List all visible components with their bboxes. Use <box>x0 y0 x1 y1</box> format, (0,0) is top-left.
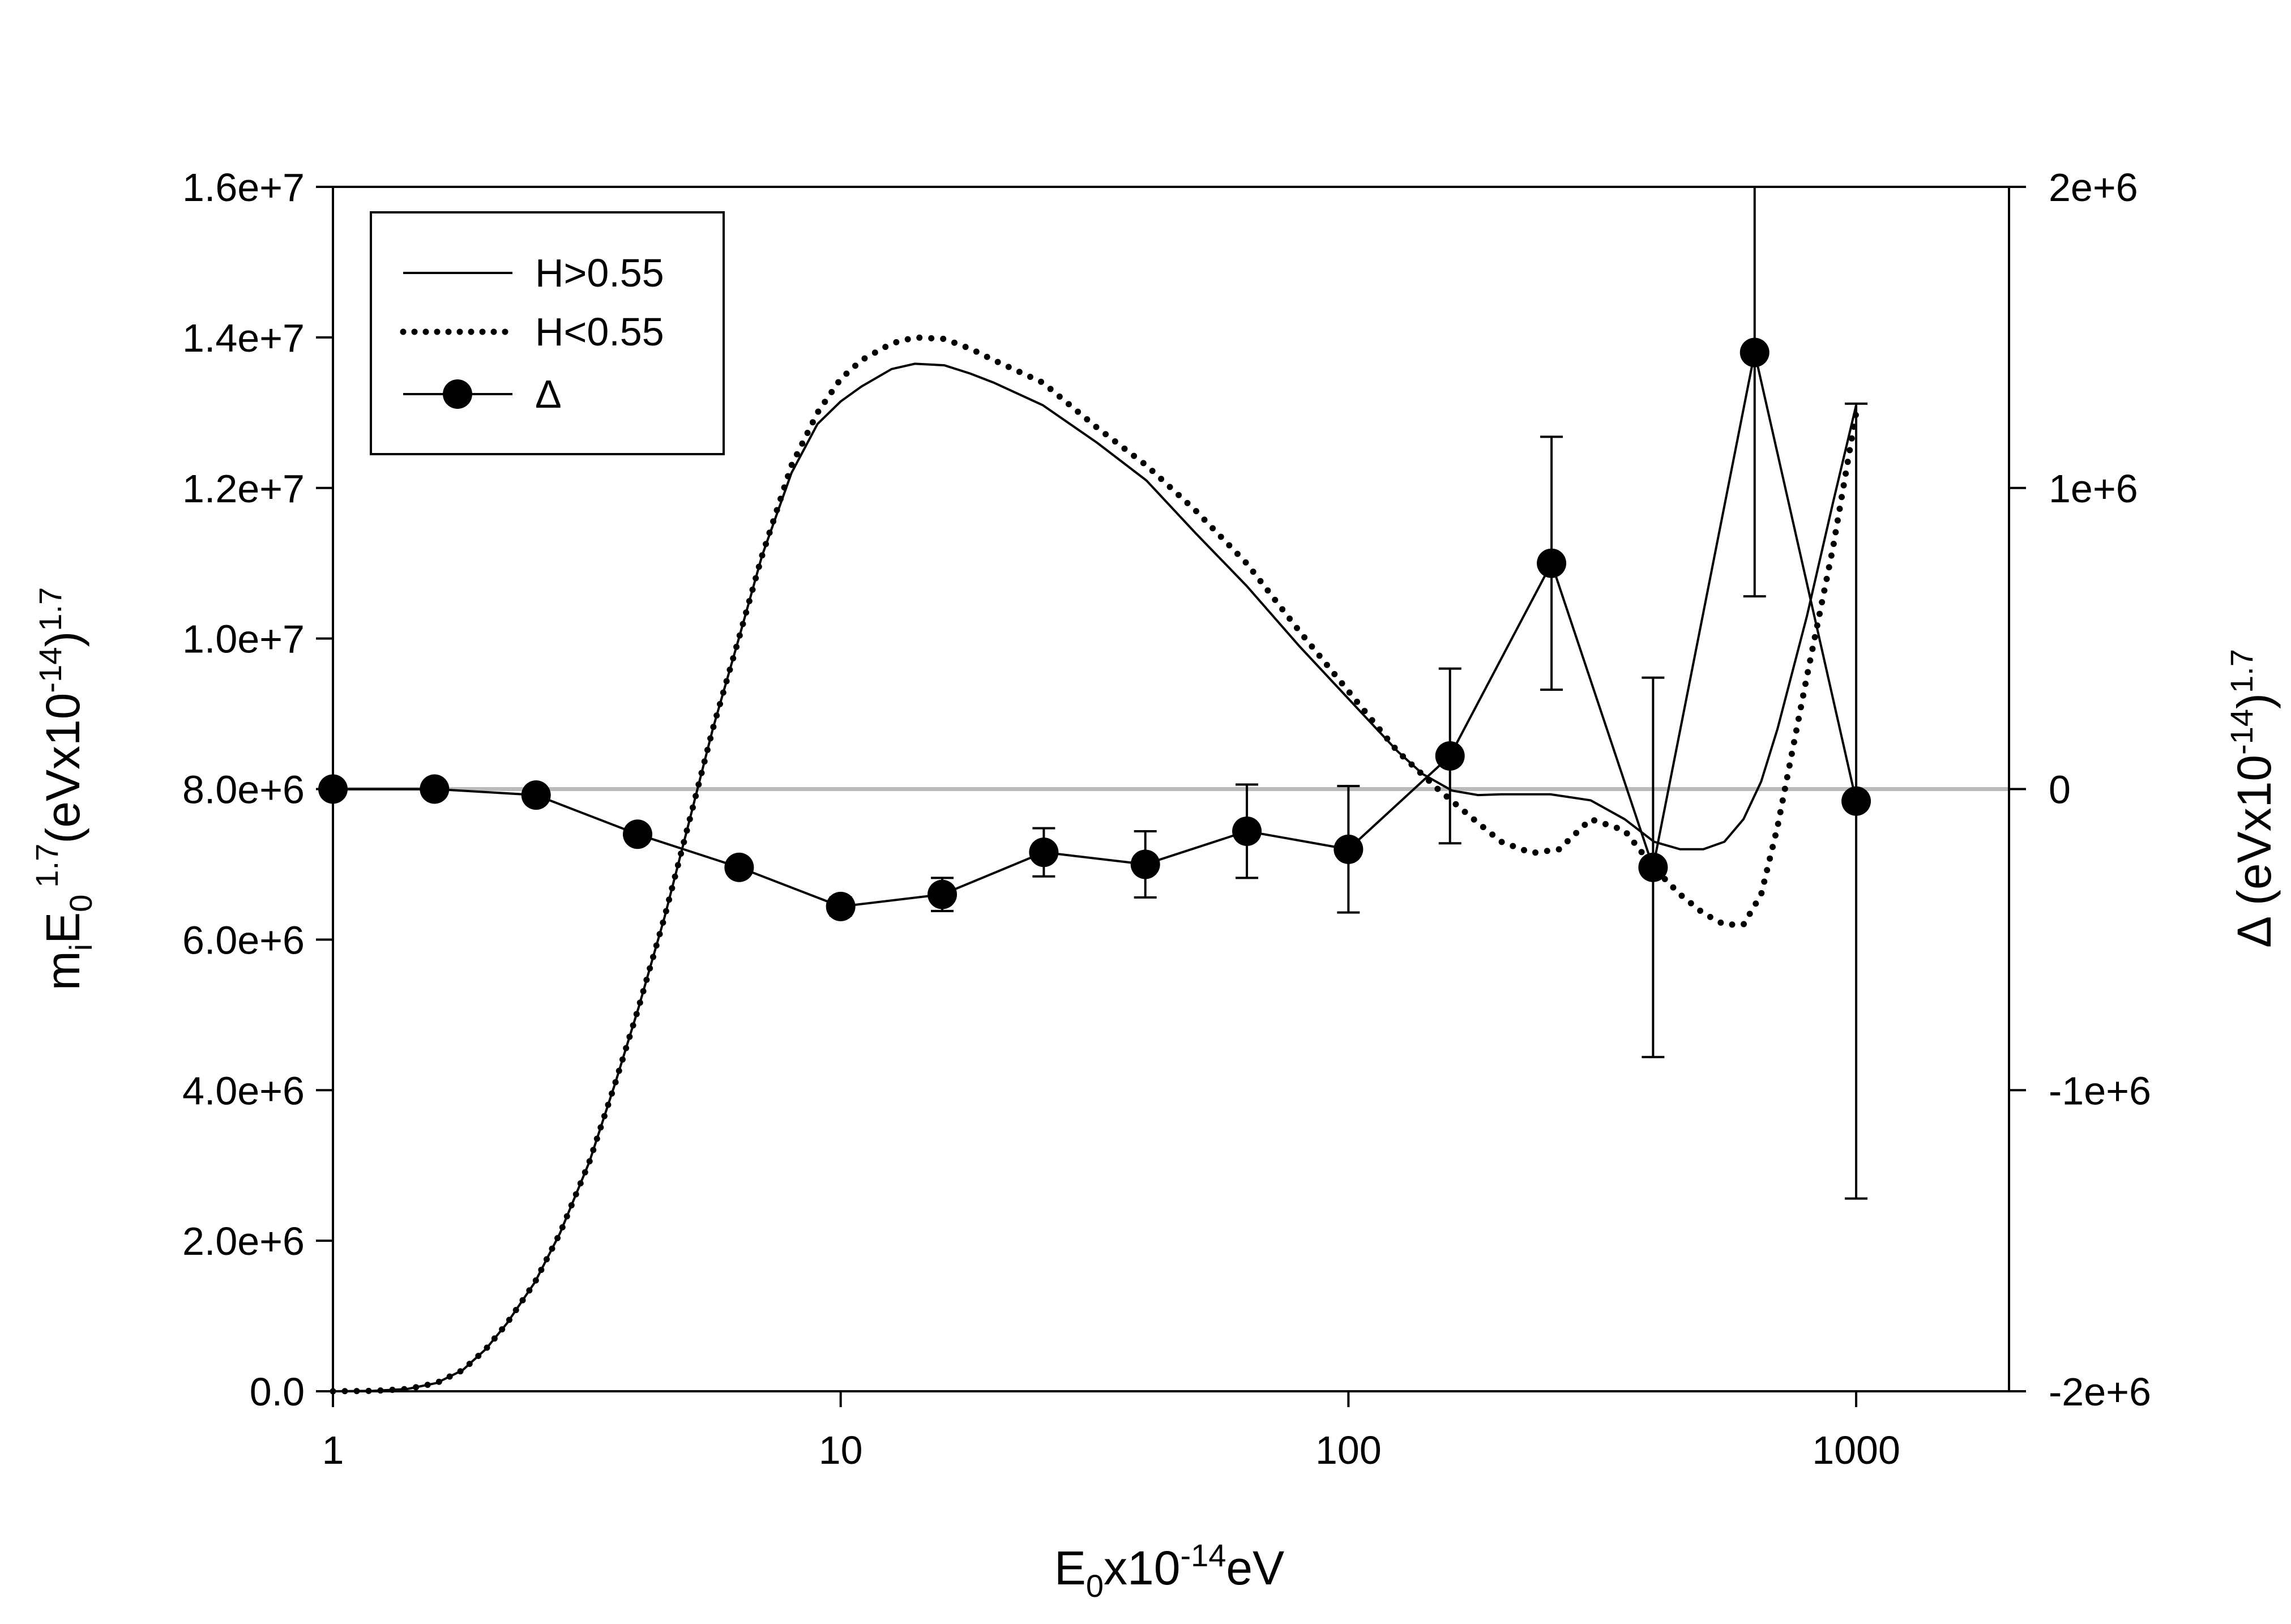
legend-box <box>370 211 725 455</box>
y-left-tick-label-7: 1.4e+7 <box>182 316 305 360</box>
delta-point-8 <box>1130 849 1160 879</box>
legend-label-h-gt: H>0.55 <box>535 251 664 295</box>
y-right-tick-label-2: 0 <box>2049 768 2071 812</box>
delta-point-4 <box>724 852 754 882</box>
y-axis-right: -2e+6 -1e+6 0 1e+6 2e+6 <box>2009 165 2151 1414</box>
y-left-tick-label-5: 1.0e+7 <box>182 617 305 661</box>
y-left-tick-label-2: 4.0e+6 <box>182 1069 305 1113</box>
x-axis-title: E0x10-14eV <box>1054 1537 1284 1604</box>
delta-point-3 <box>623 819 653 849</box>
y-right-tick-label-0: -2e+6 <box>2049 1370 2151 1414</box>
y-left-tick-label-0: 0.0 <box>250 1370 305 1414</box>
legend-swatch-delta-marker <box>443 379 472 409</box>
x-tick-label-2: 100 <box>1315 1428 1382 1472</box>
y-left-tick-label-6: 1.2e+7 <box>182 467 305 511</box>
y-left-tick-label-3: 6.0e+6 <box>182 918 305 962</box>
y-left-tick-label-8: 1.6e+7 <box>182 165 305 210</box>
legend-label-h-lt: H<0.55 <box>535 310 664 354</box>
y-right-tick-label-3: 1e+6 <box>2049 467 2138 511</box>
delta-point-12 <box>1537 548 1567 578</box>
y-right-tick-label-1: -1e+6 <box>2049 1069 2151 1113</box>
legend: H>0.55 H<0.55 Δ <box>370 211 725 455</box>
delta-point-15 <box>1841 786 1871 816</box>
y-right-tick-label-4: 2e+6 <box>2049 165 2138 210</box>
delta-point-11 <box>1435 741 1465 771</box>
delta-point-10 <box>1333 834 1364 864</box>
delta-point-9 <box>1232 816 1262 846</box>
plot-area <box>318 187 2009 1395</box>
delta-point-2 <box>521 780 551 810</box>
delta-point-6 <box>927 879 958 909</box>
x-tick-label-3: 1000 <box>1812 1428 1900 1472</box>
x-tick-label-1: 10 <box>819 1428 863 1472</box>
delta-point-5 <box>826 891 856 921</box>
delta-point-7 <box>1029 837 1059 867</box>
series-h-lt-line <box>330 334 1860 1395</box>
y-axis-left: 0.0 2.0e+6 4.0e+6 6.0e+6 8.0e+6 1.0e+7 1.2e+7 1… <box>182 165 333 1414</box>
delta-point-14 <box>1739 337 1769 367</box>
y-axis-right-title: Δ (eVx10-14)1.7 <box>2224 649 2281 948</box>
y-axis-left-title: miE01.7(eVx10-14)1.7 <box>29 587 99 990</box>
series-delta-line <box>333 352 1858 908</box>
delta-point-13 <box>1638 852 1668 882</box>
delta-point-1 <box>420 774 450 804</box>
y-left-tick-label-4: 8.0e+6 <box>182 768 305 812</box>
series-h-gt-line <box>332 362 1858 1392</box>
x-tick-label-0: 1 <box>322 1428 344 1472</box>
legend-label-delta: Δ <box>535 372 562 416</box>
x-axis: 1 10 100 1000 <box>322 1391 1900 1472</box>
y-left-tick-label-1: 2.0e+6 <box>182 1219 305 1263</box>
